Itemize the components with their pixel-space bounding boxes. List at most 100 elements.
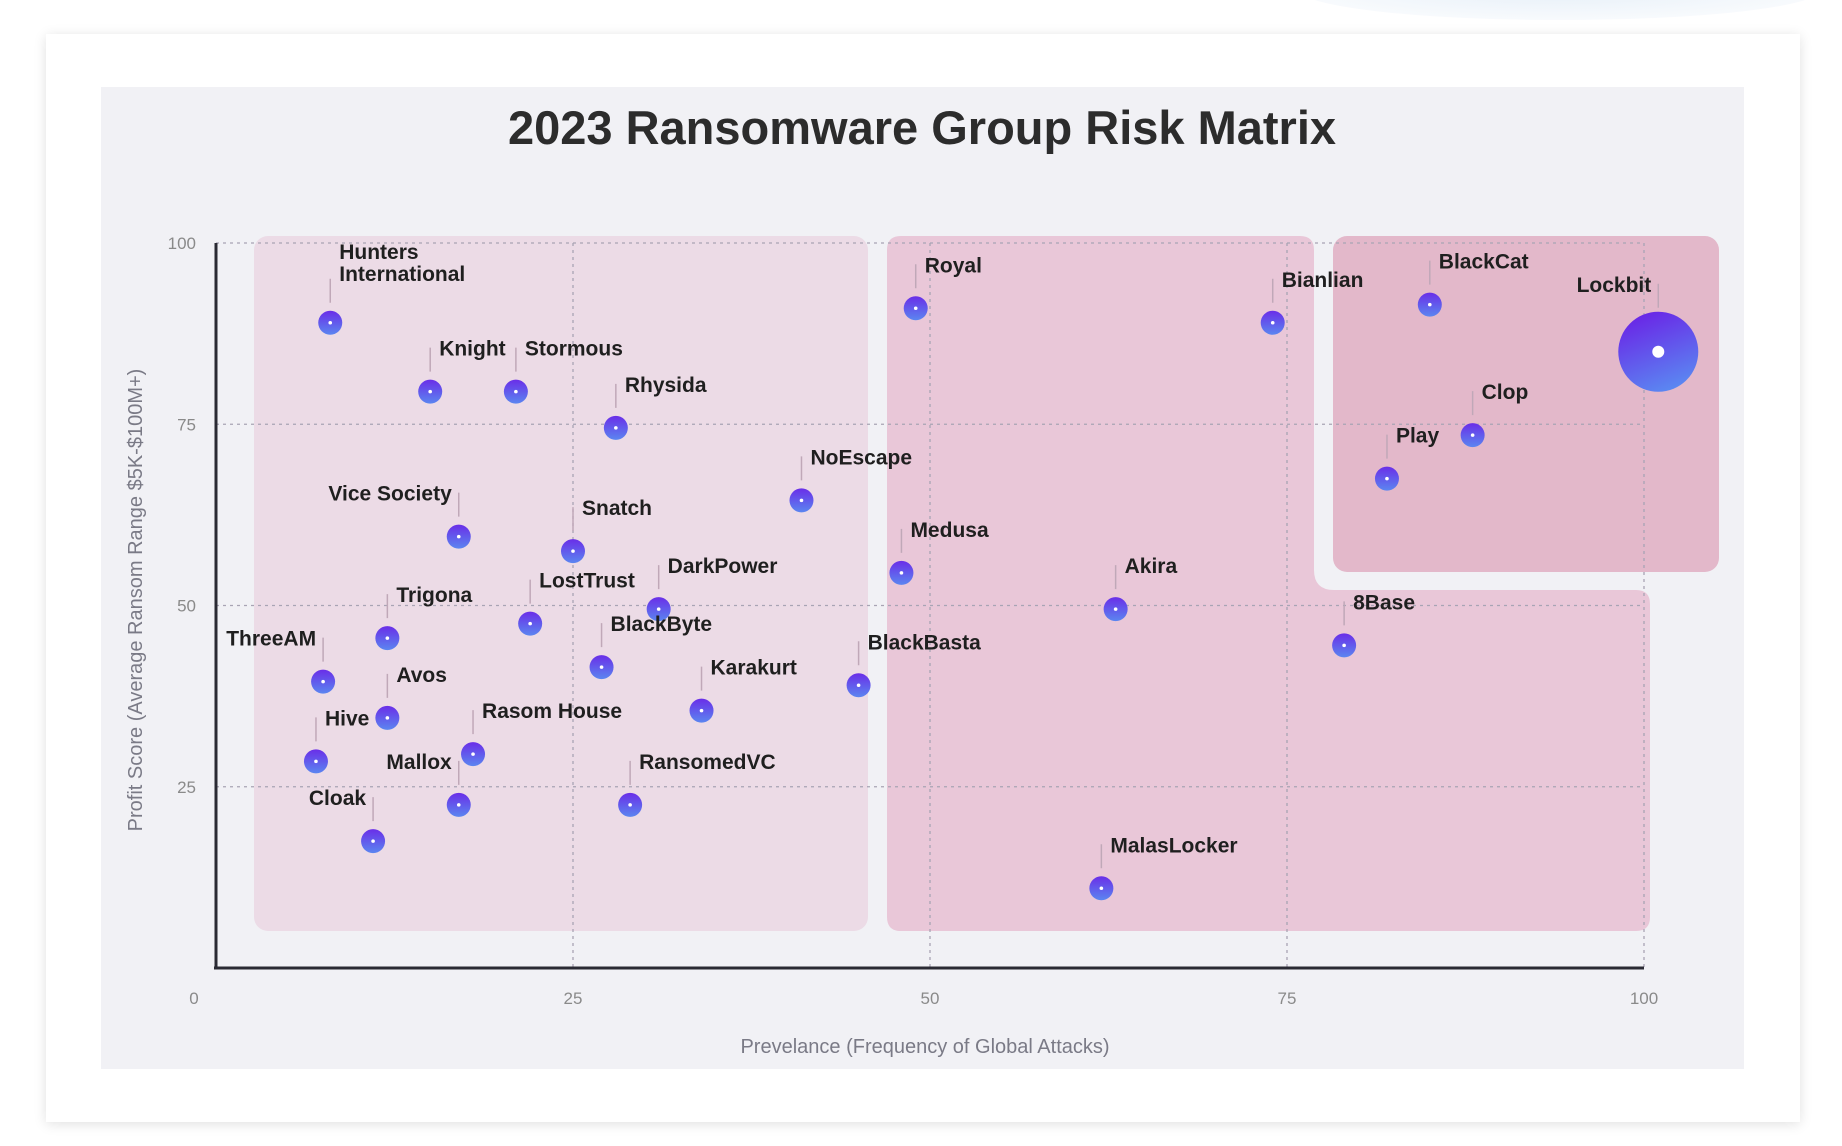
point-label: MalasLocker (1110, 834, 1237, 857)
y-tick-label: 100 (168, 234, 196, 253)
point-center-dot (385, 636, 390, 640)
data-point: LostTrust (518, 570, 635, 636)
point-label: Clop (1482, 381, 1529, 404)
y-tick-label: 50 (177, 597, 196, 616)
point-label: LostTrust (539, 570, 635, 593)
point-center-dot (656, 607, 661, 611)
point-label: RansomedVC (639, 751, 776, 774)
data-point: Snatch (561, 497, 652, 564)
data-point: Knight (418, 338, 506, 404)
point-label: Lockbit (1577, 274, 1652, 297)
point-label: Avos (396, 664, 447, 687)
point-label: Mallox (386, 751, 452, 774)
point-center-dot (856, 683, 861, 688)
point-label: Bianlian (1282, 269, 1364, 292)
point-center-dot (1113, 607, 1118, 611)
y-tick-label: 25 (177, 778, 196, 797)
point-label: Hunters International (339, 241, 465, 286)
data-point: RansomedVC (618, 751, 776, 817)
point-center-dot (571, 549, 575, 553)
point-center-dot (385, 716, 390, 720)
chart-title: 2023 Ransomware Group Risk Matrix (508, 101, 1336, 154)
data-point: Royal (903, 254, 982, 321)
region-high-risk (1333, 236, 1719, 572)
point-center-dot (371, 839, 375, 843)
point-label: Vice Society (328, 483, 452, 506)
data-point: Rhysida (603, 374, 707, 440)
data-point: Bianlian (1260, 269, 1364, 335)
risk-regions (254, 236, 1719, 931)
data-point: BlackBasta (846, 631, 982, 698)
point-center-dot (321, 679, 325, 684)
point-center-dot (528, 621, 532, 626)
point-label: Medusa (910, 519, 989, 542)
x-tick-label: 50 (921, 989, 940, 1008)
x-axis-label: Prevelance (Frequency of Global Attacks) (740, 1036, 1109, 1058)
x-tick-label: 75 (1278, 989, 1297, 1008)
region-low-risk (254, 236, 868, 931)
point-center-dot (428, 389, 433, 394)
point-label: BlackCat (1439, 251, 1529, 274)
point-center-dot (1652, 345, 1665, 358)
point-label: Trigona (396, 584, 472, 607)
point-center-dot (913, 306, 918, 311)
axis-ticks: 0 25 50 75 100 25 50 75 100 (168, 234, 1659, 1008)
point-center-dot (614, 426, 618, 430)
data-point: Trigona (375, 584, 473, 651)
data-point: Akira (1103, 555, 1178, 622)
point-label: BlackBasta (868, 631, 982, 654)
point-center-dot (1270, 320, 1275, 325)
y-tick-label: 75 (177, 415, 196, 434)
grid-lines (216, 242, 1645, 968)
data-point: Vice Society (328, 483, 471, 549)
point-center-dot (314, 759, 318, 764)
point-center-dot (1099, 886, 1104, 891)
data-point: BlackByte (589, 613, 713, 680)
data-point: Clop (1460, 381, 1529, 448)
point-center-dot (799, 498, 804, 503)
point-label: Stormous (525, 338, 623, 361)
point-label: NoEscape (810, 446, 912, 469)
x-tick-label: 25 (564, 989, 583, 1008)
y-axis-label: Profit Score (Average Ransom Range $5K-$… (125, 369, 147, 832)
point-center-dot (628, 803, 632, 807)
point-label: 8Base (1353, 591, 1415, 614)
point-label: BlackByte (611, 613, 713, 636)
point-center-dot (328, 320, 333, 325)
point-label: Akira (1125, 555, 1178, 578)
x-tick-label: 100 (1630, 989, 1658, 1008)
data-points: Hunters International Knight StormousRhysid… (226, 241, 1699, 901)
data-point: Rasom House (461, 700, 622, 767)
data-point: Cloak (309, 787, 386, 854)
point-label: Karakurt (711, 657, 797, 680)
point-center-dot (471, 752, 475, 756)
point-label: Knight (439, 338, 505, 361)
point-center-dot (456, 534, 461, 539)
point-center-dot (899, 571, 904, 575)
data-point: Play (1374, 425, 1440, 491)
point-label: Royal (925, 254, 982, 277)
background-glow (1300, 0, 1820, 20)
point-label: Rhysida (625, 374, 707, 397)
data-point: Lockbit (1577, 274, 1699, 392)
point-center-dot (599, 665, 604, 669)
point-center-dot (456, 803, 461, 807)
data-point: 8Base (1332, 591, 1415, 658)
data-point: ThreeAM (226, 628, 336, 694)
data-point: BlackCat (1417, 251, 1529, 317)
point-label: DarkPower (668, 555, 778, 578)
point-label: Hive (325, 707, 369, 730)
point-label: Play (1396, 425, 1440, 448)
point-center-dot (1385, 476, 1389, 481)
data-point: DarkPower (646, 555, 778, 622)
data-point: Hunters International (318, 241, 465, 335)
data-point: Medusa (889, 519, 989, 585)
data-point: Hive (303, 707, 369, 774)
point-center-dot (1342, 643, 1346, 648)
point-center-dot (514, 389, 518, 394)
data-point: MalasLocker (1089, 834, 1238, 901)
point-center-dot (699, 708, 704, 713)
point-label: ThreeAM (226, 628, 316, 651)
data-point: NoEscape (789, 446, 912, 513)
